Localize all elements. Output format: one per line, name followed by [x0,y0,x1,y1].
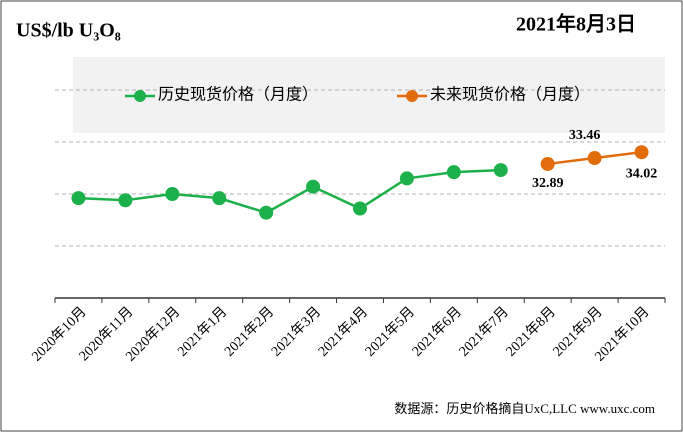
data-point [587,151,602,166]
data-label: 32.89 [532,176,564,191]
data-point [212,191,227,206]
data-point [165,187,180,201]
data-point [399,171,414,186]
series-line [78,168,501,215]
source-note: 数据源：历史价格摘自UxC,LLC www.uxc.com [394,401,655,416]
data-point [353,201,367,216]
legend-marker [134,90,146,102]
data-point [118,193,133,208]
legend-label: 未来现货价格（月度） [430,86,590,104]
data-point [634,145,649,160]
data-label: 34.02 [626,166,658,181]
data-point [71,191,86,206]
data-point [259,205,274,220]
legend-marker [406,90,418,102]
chart-subtitle: 2021年8月3日 [516,12,636,36]
data-point [493,163,508,178]
data-point [306,179,321,194]
data-label: 33.46 [569,128,601,143]
data-point [540,156,555,171]
legend-box [73,57,665,133]
legend-label: 历史现货价格（月度） [158,86,318,104]
chart-title: US$/lb U₃O₈ [16,20,121,42]
data-point [446,165,461,180]
